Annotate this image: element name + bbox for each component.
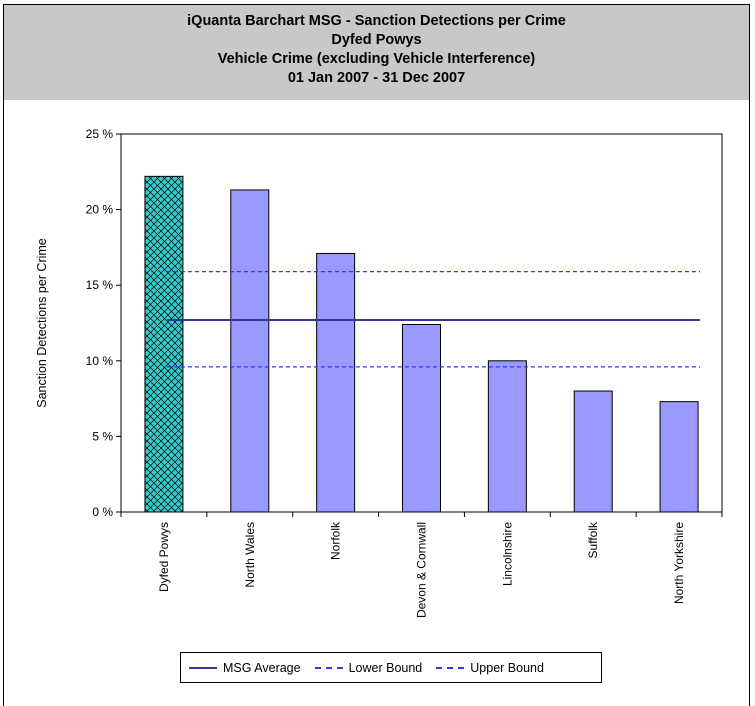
chart-frame: iQuanta Barchart MSG - Sanction Detectio… [3,4,750,706]
bar-chart: 0 % 5 % 10 % 15 % 20 % 25 % Dyfed Powys North … [35,127,723,618]
legend-item-avg: MSG Average [189,661,301,675]
x-tick-label: Lincolnshire [500,522,514,586]
header-date-range: 01 Jan 2007 - 31 Dec 2007 [287,70,466,86]
legend: MSG Average Lower Bound Upper Bound [180,652,602,683]
bar-north-wales [230,189,270,513]
legend-upper-label: Upper Bound [470,660,544,675]
plot-border [120,133,723,513]
y-tick-label: 10 % [86,354,114,368]
y-tick-label: 5 % [92,429,113,443]
x-tick-label: Suffolk [586,521,600,558]
legend-item-upper: Upper Bound [436,661,544,675]
bar-suffolk [573,390,613,513]
x-tick-label: Dyfed Powys [157,522,171,592]
bar-norfolk [316,252,356,513]
header-title: iQuanta Barchart MSG - Sanction Detectio… [187,13,566,29]
header-crime-type: Vehicle Crime (excluding Vehicle Interfe… [217,51,536,67]
legend-lower-swatch [314,666,343,669]
bar-devon-cornwall [402,324,441,513]
legend-item-lower: Lower Bound [314,660,423,675]
legend-avg-label: MSG Average [223,660,301,675]
x-tick-label: North Wales [243,522,257,588]
x-tick-label: Devon & Cornwall [415,522,429,618]
x-tick-label: North Yorkshire [672,522,686,604]
bar-dyfed-powys [144,175,184,513]
chart-header: iQuanta Barchart MSG - Sanction Detectio… [4,5,749,100]
y-tick-label: 25 % [86,127,114,141]
y-tick-label: 20 % [86,203,114,217]
y-tick-label: 0 % [92,505,113,519]
header-force: Dyfed Powys [331,32,422,48]
bar-north-yorkshire [659,401,699,513]
y-axis-label: Sanction Detections per Crime [35,238,49,408]
x-tick-label: Norfolk [329,521,343,560]
legend-lower-label: Lower Bound [348,660,423,675]
legend-avg-swatch [189,666,217,669]
legend-upper-swatch [436,666,465,669]
bar-lincolnshire [487,360,527,513]
y-tick-label: 15 % [86,278,114,292]
